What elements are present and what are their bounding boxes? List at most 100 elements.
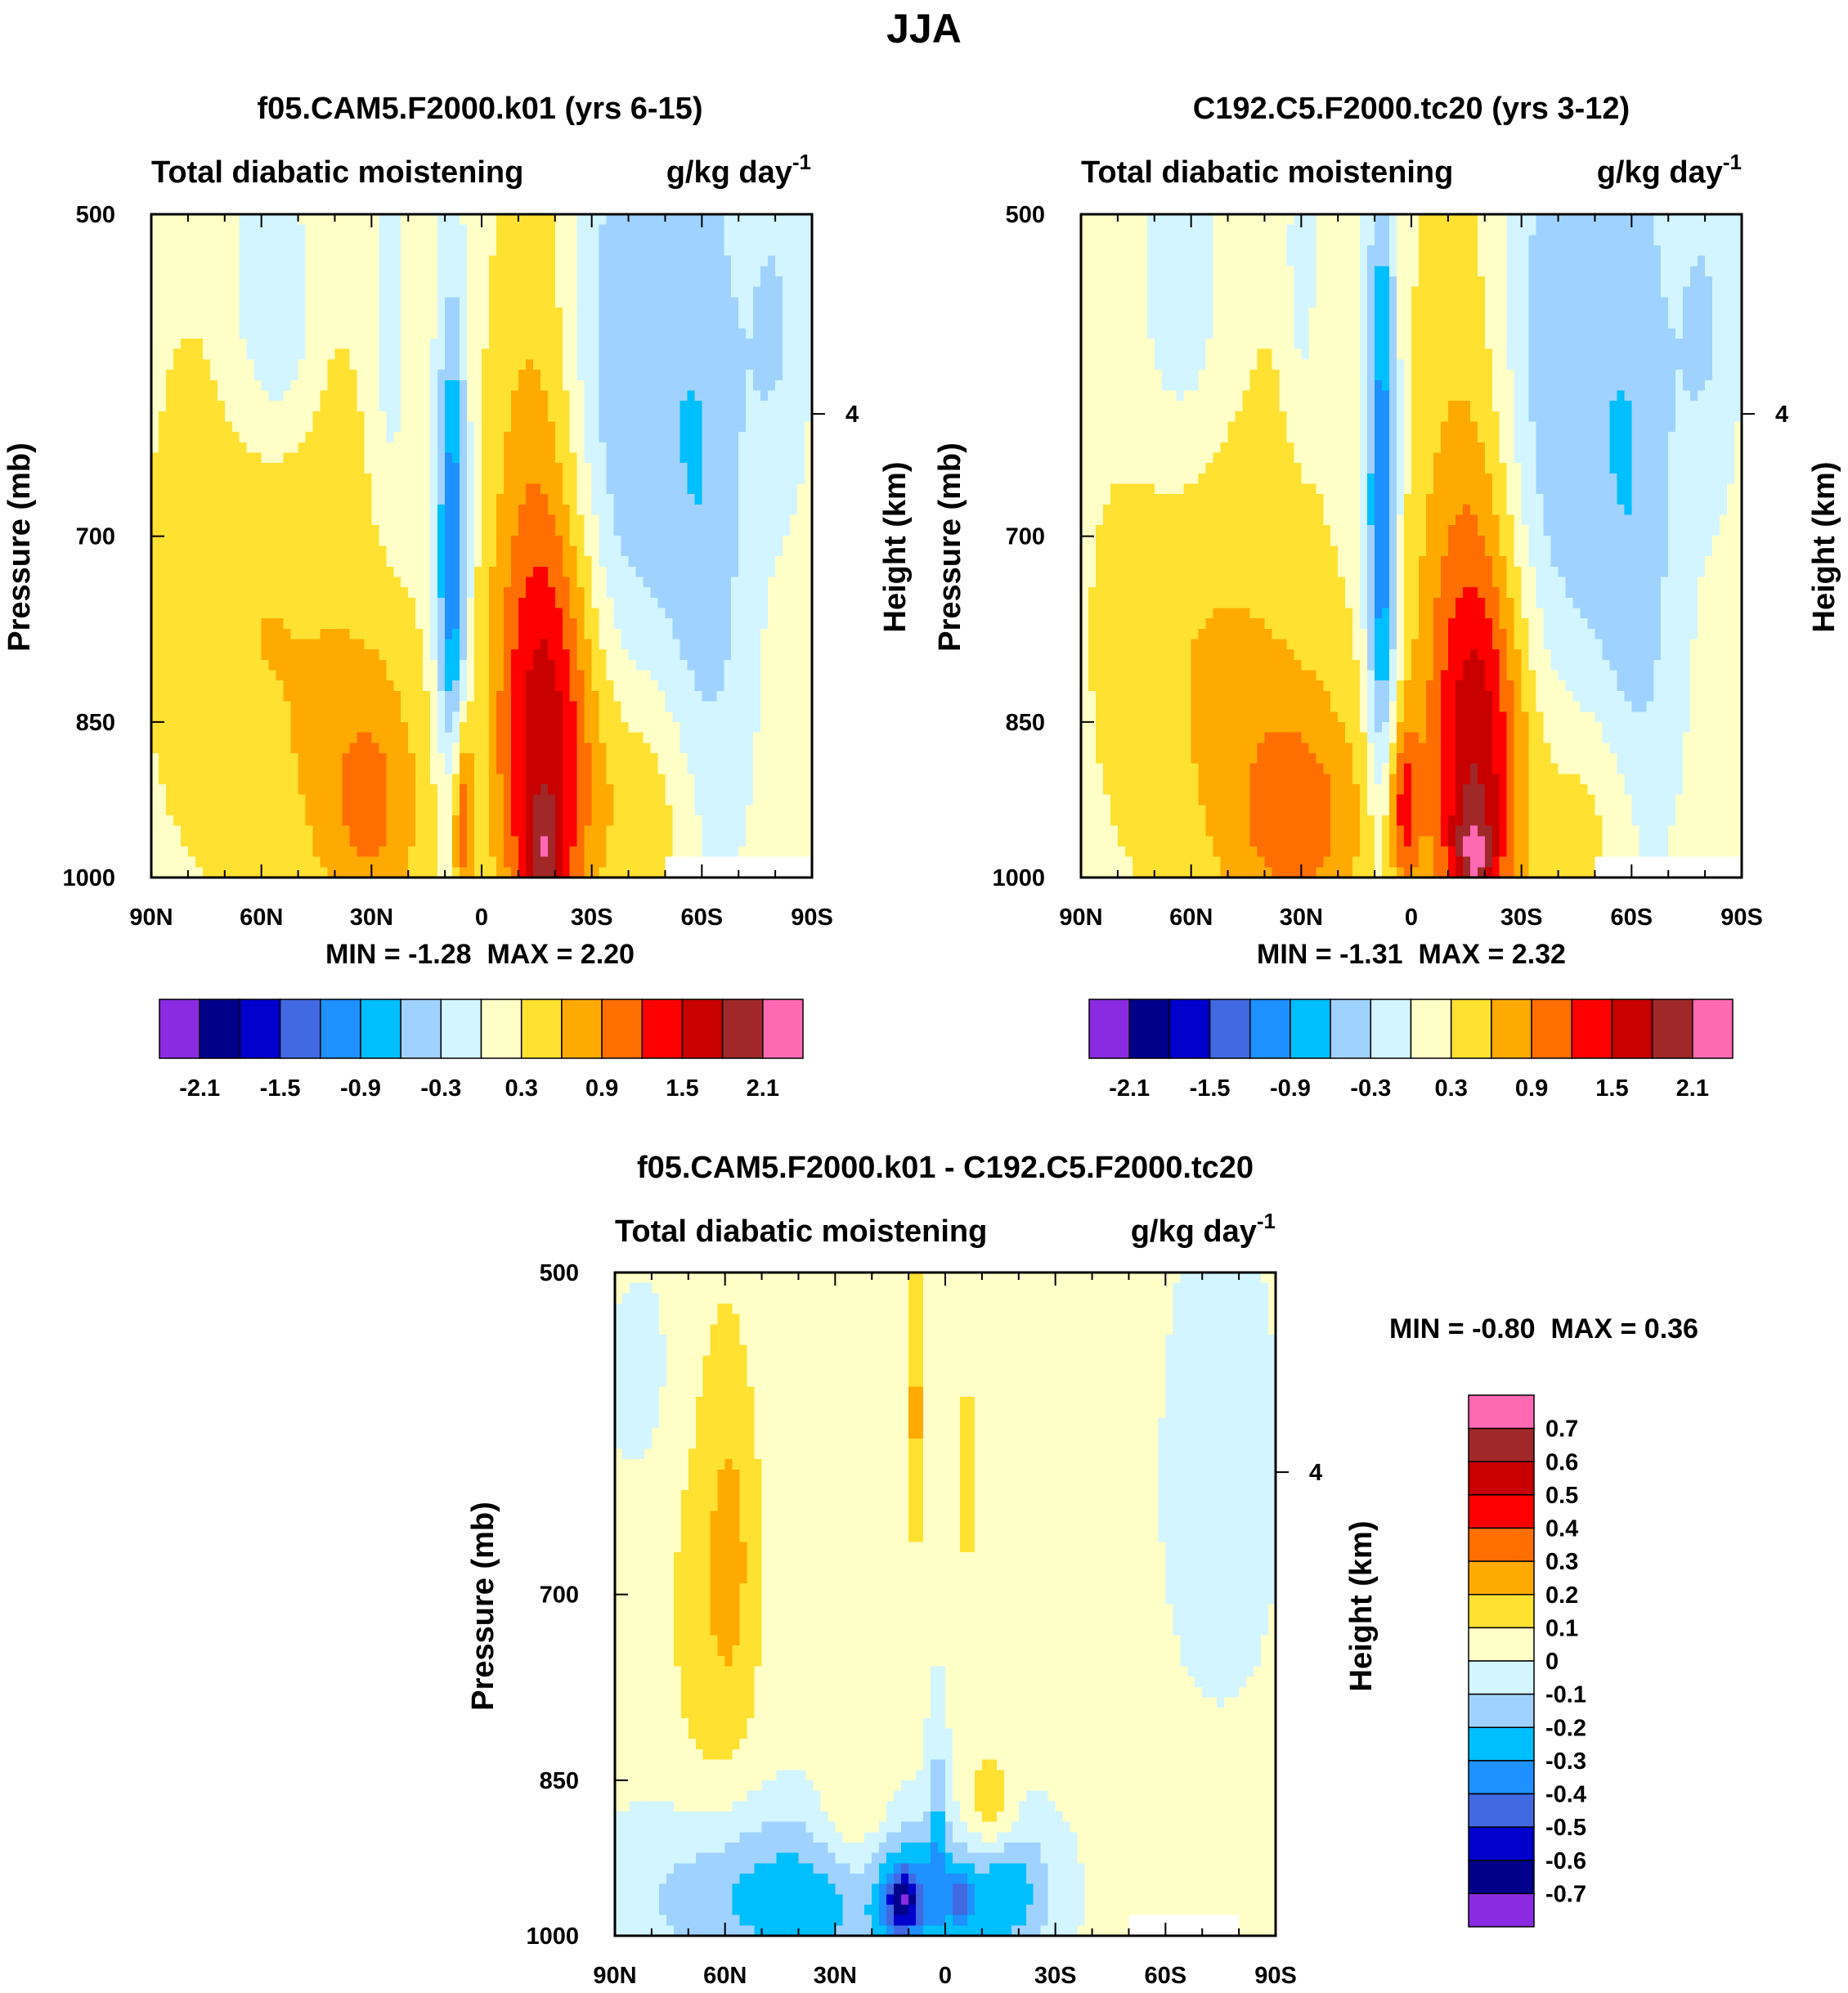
contour-cell [460,452,468,464]
contour-cell [525,483,534,495]
contour-cell [474,255,482,267]
contour-cell [312,379,321,392]
contour-cell [268,721,277,734]
contour-cell [393,649,401,661]
contour-cell [334,359,343,370]
contour-cell [349,577,357,588]
contour-cell [503,442,512,454]
contour-cell [783,276,791,288]
contour-cell [276,525,285,536]
contour-cell [408,732,416,743]
contour-cell [503,721,512,734]
contour-cell [569,432,578,443]
contour-cell [276,328,285,339]
contour-cell [503,370,512,381]
contour-cell [665,639,674,650]
contour-cell [202,432,211,443]
contour-cell [576,255,585,267]
contour-cell [805,266,813,277]
contour-cell [371,379,379,392]
contour-cell [665,348,674,360]
contour-cell [576,452,585,464]
contour-cell [702,235,710,246]
contour-cell [430,463,438,474]
contour-cell [525,370,534,381]
contour-cell [364,649,372,661]
contour-cell [386,743,394,754]
contour-cell [576,463,585,474]
contour-cell [562,266,571,277]
contour-cell [187,514,196,526]
contour-cell [650,214,659,226]
contour-cell [576,473,585,485]
contour-cell [768,566,776,578]
contour-cell [173,701,182,712]
contour-cell [327,276,336,288]
contour-cell [694,535,702,547]
contour-cell [195,255,204,267]
contour-cell [379,494,387,505]
contour-cell [482,525,490,536]
contour-cell [393,370,401,381]
contour-cell [393,721,401,734]
contour-cell [554,359,563,370]
contour-cell [643,556,652,568]
contour-cell [180,452,189,464]
contour-cell [334,701,343,712]
contour-cell [606,379,615,392]
contour-cell [158,307,167,319]
contour-cell [452,504,460,516]
contour-cell [760,432,769,443]
contour-cell [753,545,761,557]
contour-cell [445,297,453,308]
contour-cell [599,618,608,630]
contour-cell [805,535,813,547]
contour-cell [283,348,292,360]
contour-cell [790,597,798,609]
contour-cell [202,473,211,485]
contour-cell [187,473,196,485]
contour-cell [239,597,248,609]
contour-cell [482,763,490,774]
contour-cell [510,245,519,257]
contour-cell [357,442,365,454]
contour-cell [783,266,791,277]
contour-cell [613,359,622,370]
contour-cell [643,535,652,547]
contour-cell [349,639,357,650]
contour-cell [379,783,387,796]
contour-cell [503,577,512,588]
contour-cell [760,525,769,536]
contour-cell [415,732,424,743]
contour-cell [173,401,182,412]
contour-cell [496,743,505,754]
contour-cell [694,266,702,277]
contour-cell [768,597,776,609]
contour-cell [680,286,688,298]
contour-cell [482,359,490,370]
contour-cell [753,214,761,226]
contour-cell [180,297,189,308]
contour-cell [460,752,468,765]
contour-cell [482,328,490,339]
contour-cell [173,224,182,236]
contour-cell [702,566,710,578]
contour-cell [298,774,307,785]
contour-cell [628,370,637,381]
contour-cell [195,359,204,370]
contour-cell [276,483,285,495]
contour-cell [423,618,431,630]
contour-cell [437,276,446,288]
contour-cell [768,649,776,661]
contour-cell [797,432,805,443]
contour-cell [334,442,343,454]
contour-cell [202,504,211,516]
contour-cell [386,452,394,464]
contour-cell [231,411,240,423]
contour-cell [797,339,805,350]
contour-cell [334,245,343,257]
contour-cell [532,566,541,578]
contour-cell [783,721,791,734]
contour-cell [202,556,211,568]
contour-cell [665,597,674,609]
